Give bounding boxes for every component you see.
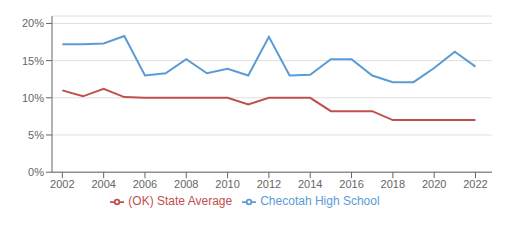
svg-text:5%: 5% xyxy=(28,129,44,141)
svg-text:2022: 2022 xyxy=(463,178,487,190)
html-text:(OK) State Average: (OK) State Average xyxy=(128,194,233,209)
svg-text:2020: 2020 xyxy=(422,178,446,190)
svg-text:2004: 2004 xyxy=(91,178,115,190)
svg-text:2010: 2010 xyxy=(215,178,239,190)
svg-text:2002: 2002 xyxy=(50,178,74,190)
svg-text:20%: 20% xyxy=(22,17,44,29)
svg-text:10%: 10% xyxy=(22,92,44,104)
svg-text:2014: 2014 xyxy=(298,178,322,190)
svg-text:2006: 2006 xyxy=(133,178,157,190)
html-text:Checotah High School: Checotah High School xyxy=(260,194,380,209)
svg-text:2008: 2008 xyxy=(174,178,198,190)
svg-text:15%: 15% xyxy=(22,55,44,67)
svg-text:2016: 2016 xyxy=(339,178,363,190)
svg-text:0%: 0% xyxy=(28,166,44,178)
svg-text:2012: 2012 xyxy=(257,178,281,190)
svg-text:2018: 2018 xyxy=(381,178,405,190)
